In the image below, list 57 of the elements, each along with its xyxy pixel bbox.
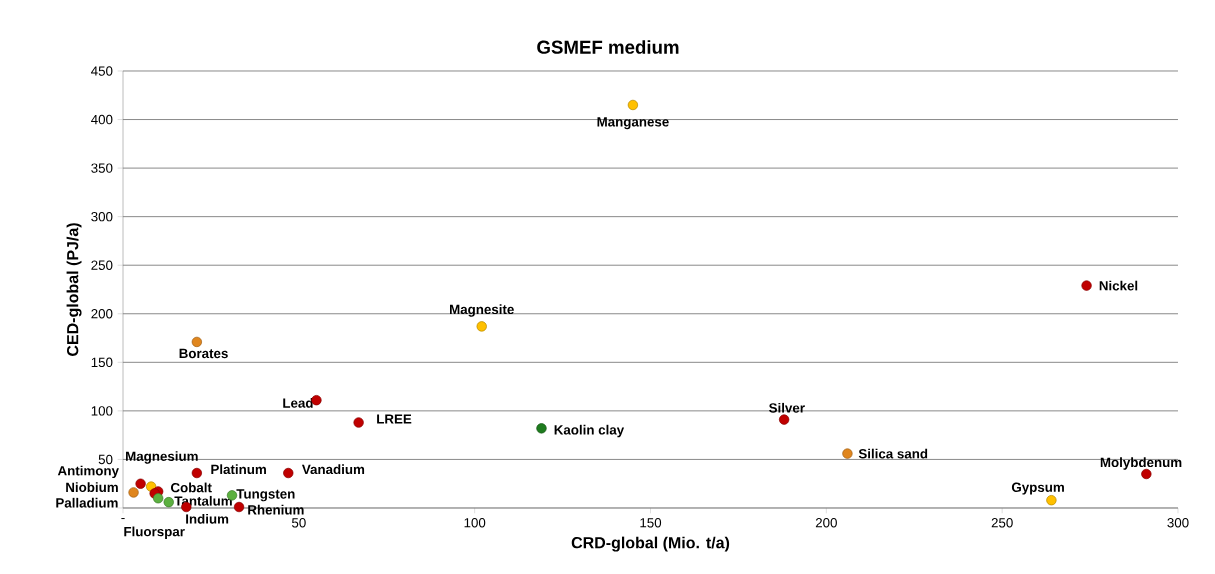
y-tick-label: 450 bbox=[91, 66, 113, 76]
annotation: Cobalt bbox=[170, 482, 212, 493]
point bbox=[842, 448, 853, 459]
point bbox=[191, 336, 202, 348]
x-tick-label: 100 bbox=[464, 518, 486, 528]
point bbox=[135, 478, 146, 489]
x-tick-label: 250 bbox=[991, 518, 1013, 528]
x-tick-label: - bbox=[121, 518, 125, 520]
point bbox=[536, 423, 547, 434]
annotation: Antimony bbox=[57, 465, 119, 479]
y-tick-label: 350 bbox=[91, 163, 113, 173]
chart-title: GSMEF medium bbox=[537, 40, 679, 54]
y-tick-label: 200 bbox=[91, 309, 113, 319]
point bbox=[283, 467, 294, 479]
annotation: Silica sand bbox=[858, 448, 928, 459]
y-axis-title: CED-global (PJ/a) bbox=[66, 223, 82, 356]
annotation: Lead bbox=[283, 397, 313, 408]
annotation: Vanadium bbox=[301, 464, 365, 475]
annotation: Rhenium bbox=[248, 504, 304, 515]
point bbox=[627, 99, 639, 111]
annotation: Kaolin clay bbox=[554, 424, 625, 438]
annotation: Indium bbox=[186, 513, 229, 524]
y-tick-label: 300 bbox=[91, 211, 113, 222]
point bbox=[153, 493, 164, 504]
x-axis-title: CRD-global (Mio. t/a) bbox=[571, 536, 730, 552]
annotation: Magnesium bbox=[126, 451, 198, 464]
x-tick-label: 50 bbox=[291, 518, 306, 528]
point bbox=[163, 497, 174, 508]
annotation: Molybdenum bbox=[1100, 457, 1182, 470]
point bbox=[779, 414, 790, 425]
y-tick-label: 100 bbox=[91, 406, 113, 416]
annotation: Tungsten bbox=[236, 489, 295, 502]
y-tick-label: 150 bbox=[91, 357, 113, 368]
annotation: Borates bbox=[179, 348, 228, 359]
annotation: Palladium bbox=[56, 497, 118, 508]
annotation: Fluorspar bbox=[124, 526, 185, 539]
annotation: Gypsum bbox=[1011, 482, 1064, 495]
point bbox=[233, 501, 245, 513]
x-tick-label: 150 bbox=[640, 518, 662, 528]
annotation: Magnesite bbox=[450, 304, 514, 317]
annotation: LREE bbox=[377, 414, 412, 424]
point bbox=[191, 467, 202, 479]
annotation: Niobium bbox=[66, 482, 118, 493]
point bbox=[476, 321, 487, 332]
point bbox=[353, 417, 364, 428]
annotation: Manganese bbox=[597, 117, 669, 130]
y-tick-label: 50 bbox=[98, 454, 113, 465]
x-tick-label: 200 bbox=[815, 518, 837, 528]
y-tick-label: 400 bbox=[91, 114, 113, 125]
y-tick-label: 250 bbox=[91, 260, 113, 270]
point bbox=[1081, 280, 1092, 291]
annotation: Nickel bbox=[1099, 280, 1138, 291]
annotation: Silver bbox=[769, 402, 805, 413]
point bbox=[1046, 495, 1057, 506]
point bbox=[128, 487, 139, 498]
x-tick-label: 300 bbox=[1167, 518, 1189, 528]
annotation: Platinum bbox=[211, 464, 266, 475]
